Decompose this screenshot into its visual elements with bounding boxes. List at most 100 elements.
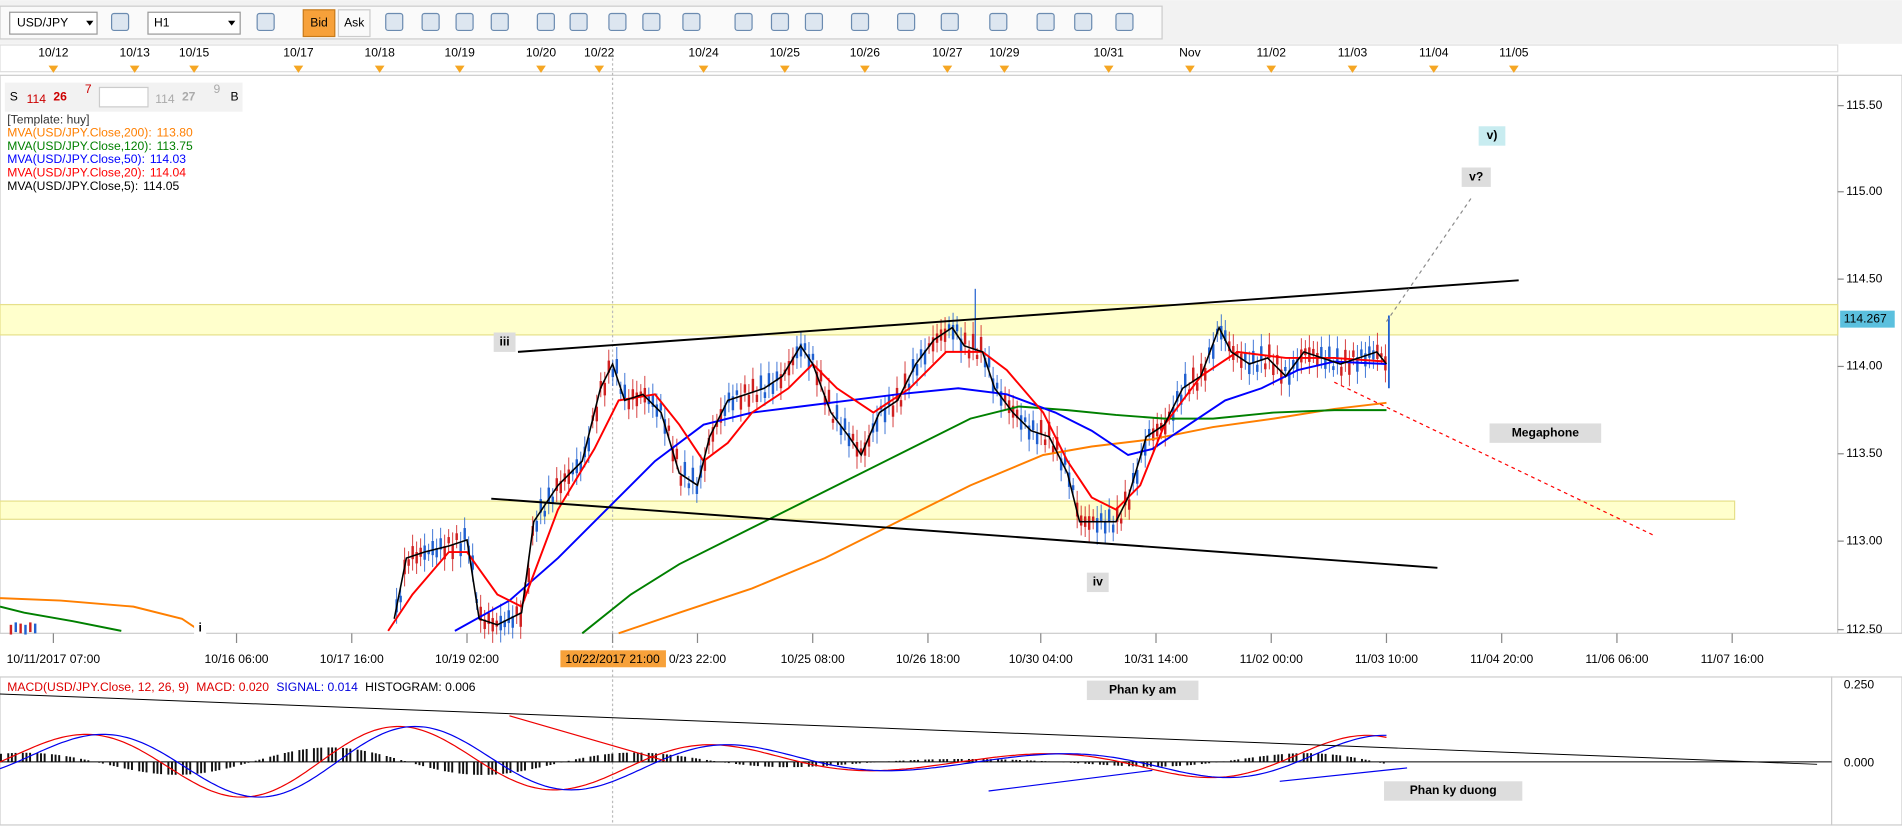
- candle: [1356, 357, 1359, 372]
- toolbar-icon[interactable]: [455, 12, 474, 32]
- histogram-bar: [895, 760, 898, 762]
- histogram-bar: [604, 754, 607, 762]
- candle: [1119, 518, 1123, 524]
- histogram-bar: [276, 754, 279, 762]
- toolbar-icon[interactable]: [989, 12, 1008, 32]
- symbol-select[interactable]: [9, 11, 98, 35]
- candle: [1292, 359, 1295, 369]
- day-marker: [374, 65, 385, 73]
- toolbar-icon[interactable]: [608, 12, 627, 32]
- ask-pips: 27: [182, 89, 196, 103]
- histogram-bar: [698, 758, 701, 762]
- toolbar-icon[interactable]: [1036, 12, 1055, 32]
- quantity-input[interactable]: [98, 86, 149, 108]
- histogram-bar: [14, 752, 17, 762]
- toolbar-icon[interactable]: [536, 12, 555, 32]
- histogram-bar: [1262, 756, 1265, 762]
- candle: [1079, 515, 1083, 526]
- annotation: v?: [1469, 169, 1483, 183]
- candle: [987, 356, 991, 368]
- candle: [14, 622, 17, 633]
- candle: [715, 421, 719, 427]
- time-label: 10/31 14:00: [1124, 652, 1188, 666]
- candle: [751, 378, 755, 392]
- histogram-bar: [211, 761, 214, 772]
- candle: [427, 550, 430, 555]
- toolbar-icon[interactable]: [1115, 12, 1134, 32]
- toolbar-icon[interactable]: [256, 12, 275, 32]
- candle: [1031, 420, 1035, 431]
- candle: [415, 552, 418, 564]
- candle: [579, 461, 583, 472]
- histogram-bar: [1149, 761, 1152, 767]
- candle: [1115, 507, 1119, 522]
- histogram-bar: [1229, 760, 1232, 762]
- histogram-bar: [1204, 761, 1207, 764]
- candle: [419, 547, 422, 557]
- symbol-text: USD/JPY: [17, 15, 68, 29]
- quote-s: S: [10, 89, 18, 103]
- candle: [527, 568, 530, 583]
- bid-text: Bid: [310, 15, 328, 29]
- ma-120: [581, 405, 1387, 635]
- toolbar-icon[interactable]: [569, 12, 588, 32]
- histogram-bar: [917, 759, 919, 762]
- price-label: 115.50: [1846, 98, 1882, 112]
- ask-text: Ask: [344, 15, 365, 29]
- toolbar-icon[interactable]: [110, 12, 130, 32]
- ask-button[interactable]: [337, 9, 371, 38]
- candle: [1111, 524, 1115, 533]
- projection-line: [1334, 381, 1657, 537]
- timeframe-select[interactable]: [147, 11, 241, 35]
- candle: [915, 364, 919, 376]
- histogram-bar: [218, 761, 221, 771]
- candle: [891, 405, 895, 417]
- toolbar-icon[interactable]: [804, 12, 824, 32]
- toolbar-icon[interactable]: [490, 12, 509, 32]
- histogram-bar: [960, 758, 963, 762]
- toolbar-icon[interactable]: [850, 12, 870, 32]
- date-label: 10/25: [770, 46, 801, 60]
- histogram-bar: [1339, 755, 1342, 762]
- date-label: 11/03: [1338, 46, 1368, 60]
- date-label: 11/02: [1257, 46, 1287, 60]
- histogram-bar: [793, 761, 796, 768]
- indicator-value: 113.80: [157, 126, 193, 140]
- bid-button[interactable]: [302, 9, 336, 38]
- histogram-bar: [607, 753, 610, 762]
- toolbar-icon[interactable]: [734, 12, 753, 32]
- indicator-name: MVA(USD/JPY.Close,50):: [7, 152, 145, 166]
- histogram-bar: [753, 761, 756, 766]
- histogram-bar: [1360, 758, 1363, 762]
- histogram-bar: [312, 748, 315, 762]
- candle: [983, 357, 987, 368]
- candle: [1256, 364, 1259, 372]
- candle: [1059, 458, 1063, 471]
- toolbar-icon[interactable]: [682, 12, 701, 32]
- candle: [1143, 441, 1147, 456]
- toolbar-icon[interactable]: [940, 12, 959, 32]
- day-marker: [860, 65, 870, 73]
- ask-frac: 9: [213, 82, 220, 96]
- time-label: 10/19 02:00: [435, 652, 499, 666]
- histogram-bar: [1164, 761, 1167, 767]
- candle: [619, 388, 623, 394]
- histogram-bar: [1244, 758, 1247, 762]
- toolbar-icon[interactable]: [897, 12, 916, 32]
- candle: [815, 371, 819, 386]
- candle: [1284, 366, 1287, 372]
- toolbar-icon[interactable]: [385, 12, 404, 32]
- toolbar-icon[interactable]: [1074, 12, 1093, 32]
- toolbar-icon[interactable]: [421, 12, 440, 32]
- date-label: 10/24: [688, 46, 719, 60]
- histogram-bar: [287, 752, 290, 762]
- toolbar-icon[interactable]: [642, 12, 661, 32]
- histogram-value: HISTOGRAM: 0.006: [365, 680, 476, 694]
- histogram-bar: [422, 761, 425, 767]
- toolbar-icon[interactable]: [770, 12, 790, 32]
- ma-120: [0, 605, 122, 632]
- histogram-bar: [196, 761, 199, 774]
- day-marker: [293, 65, 304, 73]
- candle: [503, 620, 506, 628]
- candle: [463, 528, 466, 540]
